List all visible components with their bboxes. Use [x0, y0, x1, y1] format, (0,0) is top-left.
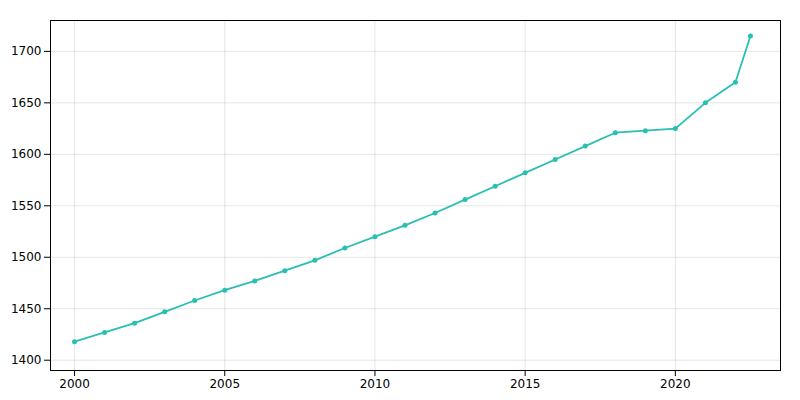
svg-text:1500: 1500	[11, 250, 42, 264]
svg-text:1650: 1650	[11, 96, 42, 110]
svg-text:2015: 2015	[510, 377, 541, 391]
svg-text:2005: 2005	[209, 377, 240, 391]
svg-text:2000: 2000	[59, 377, 90, 391]
svg-text:1700: 1700	[11, 44, 42, 58]
svg-text:1400: 1400	[11, 353, 42, 367]
svg-text:2010: 2010	[360, 377, 391, 391]
svg-text:1450: 1450	[11, 302, 42, 316]
svg-text:1550: 1550	[11, 199, 42, 213]
svg-text:2020: 2020	[660, 377, 691, 391]
svg-text:1600: 1600	[11, 147, 42, 161]
